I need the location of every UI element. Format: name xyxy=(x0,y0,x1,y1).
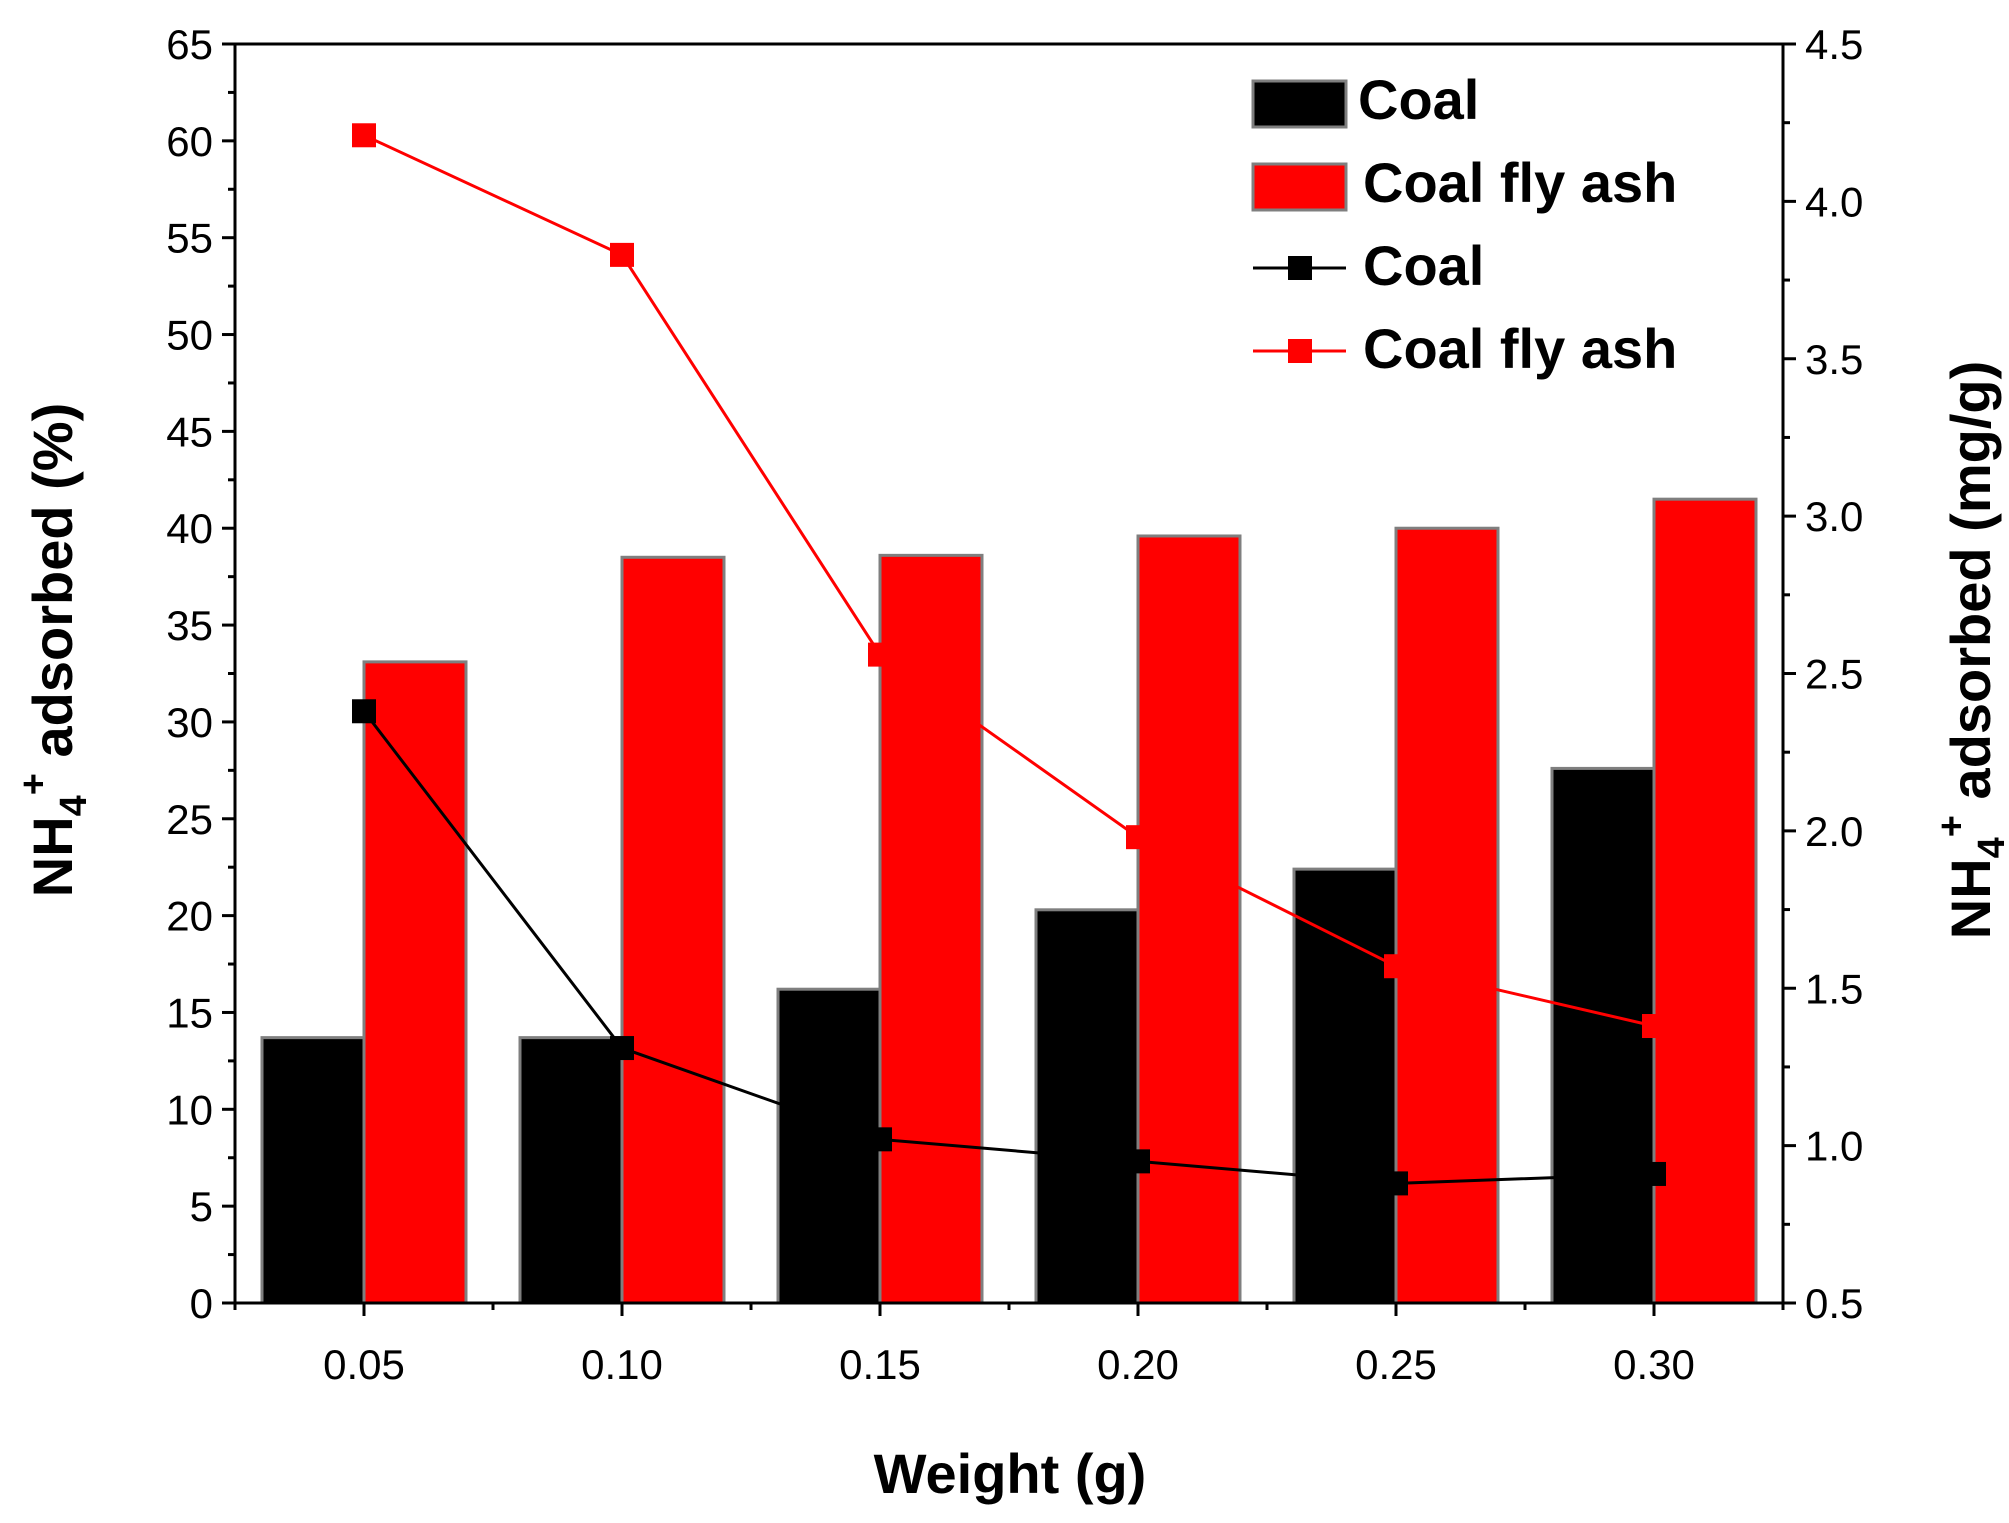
right-tick-label: 1.0 xyxy=(1805,1123,1863,1170)
right-y-axis-title-superscript: + xyxy=(1931,815,1973,837)
point-coal-fly-ash-0.10 xyxy=(610,242,634,267)
line-coal xyxy=(362,710,1655,1185)
x-axis: 0.05 0.10 0.15 0.20 0.25 0.30 xyxy=(233,1303,1785,1388)
left-tick-label: 15 xyxy=(166,989,213,1036)
bar-coal-fly-ash-0.10 xyxy=(620,555,726,1305)
left-tick-label: 60 xyxy=(166,118,213,165)
left-tick-label: 5 xyxy=(190,1183,213,1230)
point-coal-0.25 xyxy=(1384,1171,1408,1196)
left-y-axis-title-prefix: NH xyxy=(21,816,84,897)
left-y-axis-title: NH4+ adsorbed (%) xyxy=(13,403,95,898)
x-tick-label: 0.25 xyxy=(1355,1341,1437,1388)
bar-coal-0.15 xyxy=(776,987,882,1305)
legend-swatch-fly-ash-bar xyxy=(1251,162,1348,212)
right-y-axis-title-suffix: adsorbed (mg/g) xyxy=(1939,361,2002,815)
bar-coal-0.30 xyxy=(1550,766,1656,1305)
bar-coal-fly-ash-0.25 xyxy=(1394,526,1500,1305)
left-y-axis-title-suffix: adsorbed (%) xyxy=(21,403,84,773)
right-y-axis-title: NH4+ adsorbed (mg/g) xyxy=(1931,361,2009,939)
left-tick-label: 30 xyxy=(166,699,213,746)
right-tick-label: 4.0 xyxy=(1805,178,1863,225)
x-tick-label: 0.20 xyxy=(1097,1341,1179,1388)
left-tick-label: 25 xyxy=(166,796,213,843)
point-coal-fly-ash-0.25 xyxy=(1384,954,1408,979)
left-tick-label: 45 xyxy=(166,408,213,455)
bar-coal-0.10 xyxy=(518,1036,624,1305)
point-coal-0.05 xyxy=(352,699,376,724)
left-tick-label: 10 xyxy=(166,1086,213,1133)
bar-coal-0.25 xyxy=(1292,867,1398,1305)
legend-label-coal-line: Coal xyxy=(1363,234,1484,297)
right-tick-label: 2.0 xyxy=(1805,808,1863,855)
point-coal-0.10 xyxy=(610,1036,634,1061)
point-coal-0.20 xyxy=(1126,1149,1150,1174)
point-coal-0.15 xyxy=(868,1127,892,1152)
bar-coal-fly-ash-0.05 xyxy=(362,660,468,1305)
lines-layer xyxy=(352,123,1666,1196)
left-y-axis-title-superscript: + xyxy=(13,773,55,795)
bar-coal-fly-ash-0.30 xyxy=(1652,497,1758,1305)
left-tick-label: 35 xyxy=(166,602,213,649)
legend-marker-coal xyxy=(1288,256,1312,280)
bar-coal-0.05 xyxy=(260,1036,366,1305)
left-tick-label: 50 xyxy=(166,312,213,359)
bars-layer xyxy=(260,497,1758,1305)
right-tick-label: 1.5 xyxy=(1805,965,1863,1012)
left-y-axis: 0 5 10 15 20 25 30 35 40 45 50 55 60 65 xyxy=(166,21,235,1327)
right-y-axis-title-prefix: NH xyxy=(1939,858,2002,939)
left-tick-label: 40 xyxy=(166,505,213,552)
left-y-axis-title-subscript: 4 xyxy=(53,795,95,816)
right-tick-label: 3.5 xyxy=(1805,336,1863,383)
left-tick-label: 65 xyxy=(166,21,213,68)
line-coal-fly-ash xyxy=(363,133,1655,1028)
bar-coal-0.20 xyxy=(1034,908,1140,1305)
point-coal-fly-ash-0.30 xyxy=(1642,1014,1666,1039)
bar-coal-fly-ash-0.20 xyxy=(1136,534,1242,1305)
right-y-axis-title-subscript: 4 xyxy=(1971,837,2009,858)
legend-marker-fly-ash xyxy=(1288,339,1312,363)
x-axis-title: Weight (g) xyxy=(874,1442,1147,1505)
right-tick-label: 2.5 xyxy=(1805,651,1863,698)
left-tick-label: 0 xyxy=(190,1280,213,1327)
x-tick-label: 0.10 xyxy=(581,1341,663,1388)
right-tick-label: 3.0 xyxy=(1805,493,1863,540)
legend-swatch-coal-bar xyxy=(1251,79,1348,129)
point-coal-fly-ash-0.15 xyxy=(868,642,892,667)
x-tick-label: 0.30 xyxy=(1613,1341,1695,1388)
point-coal-fly-ash-0.05 xyxy=(352,123,376,148)
bar-coal-fly-ash-0.15 xyxy=(878,553,984,1305)
left-tick-label: 55 xyxy=(166,215,213,262)
legend-label-coal-bar: Coal xyxy=(1358,68,1479,131)
point-coal-0.30 xyxy=(1642,1161,1666,1186)
right-tick-label: 4.5 xyxy=(1805,21,1863,68)
x-tick-label: 0.15 xyxy=(839,1341,921,1388)
point-coal-fly-ash-0.20 xyxy=(1126,825,1150,850)
left-tick-label: 20 xyxy=(166,893,213,940)
legend-label-fly-ash-bar: Coal fly ash xyxy=(1363,151,1677,214)
x-tick-label: 0.05 xyxy=(323,1341,405,1388)
right-y-axis: 0.5 1.0 1.5 2.0 2.5 3.0 3.5 4.0 4.5 xyxy=(1783,21,1863,1327)
legend: Coal Coal fly ash Coal Coal fly ash xyxy=(1251,68,1677,380)
right-tick-label: 0.5 xyxy=(1805,1280,1863,1327)
legend-label-fly-ash-line: Coal fly ash xyxy=(1363,317,1677,380)
